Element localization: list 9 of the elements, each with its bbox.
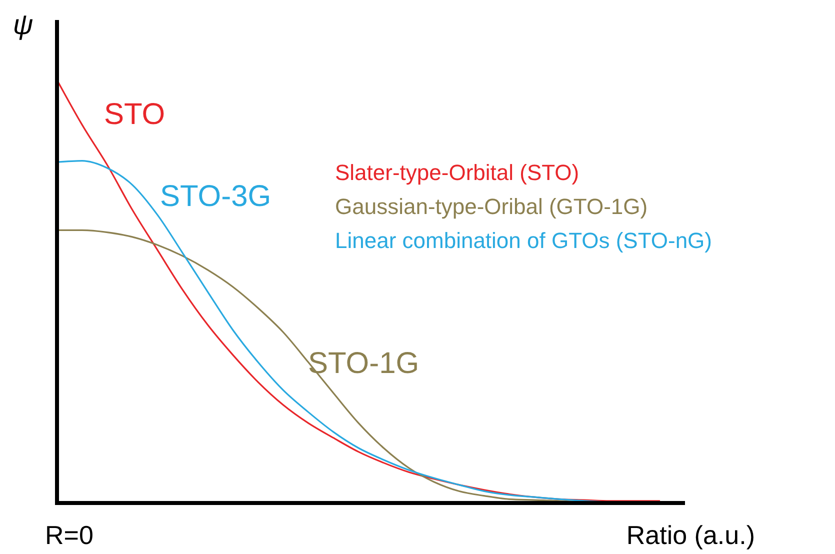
text: Linear combination of GTOs (STO-nG) <box>335 228 712 253</box>
annotation: STO-3G <box>160 180 272 213</box>
text: R=0 <box>45 520 94 550</box>
y-axis-title: ψ <box>12 9 34 40</box>
annotation: STO-1G <box>308 347 420 380</box>
x-axis-title: Ratio (a.u.) <box>626 520 755 550</box>
text: Slater-type-Orbital (STO) <box>335 160 580 185</box>
text: Gaussian-type-Oribal (GTO-1G) <box>335 194 648 219</box>
annotation: STO <box>104 98 166 131</box>
